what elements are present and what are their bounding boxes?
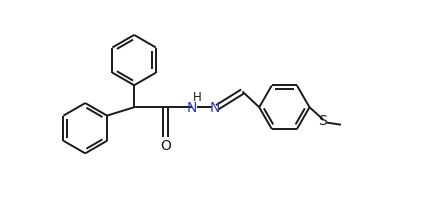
Text: N: N xyxy=(209,101,220,115)
Text: N: N xyxy=(186,101,197,115)
Text: O: O xyxy=(160,139,171,153)
Text: S: S xyxy=(319,114,327,127)
Text: H: H xyxy=(193,91,202,104)
